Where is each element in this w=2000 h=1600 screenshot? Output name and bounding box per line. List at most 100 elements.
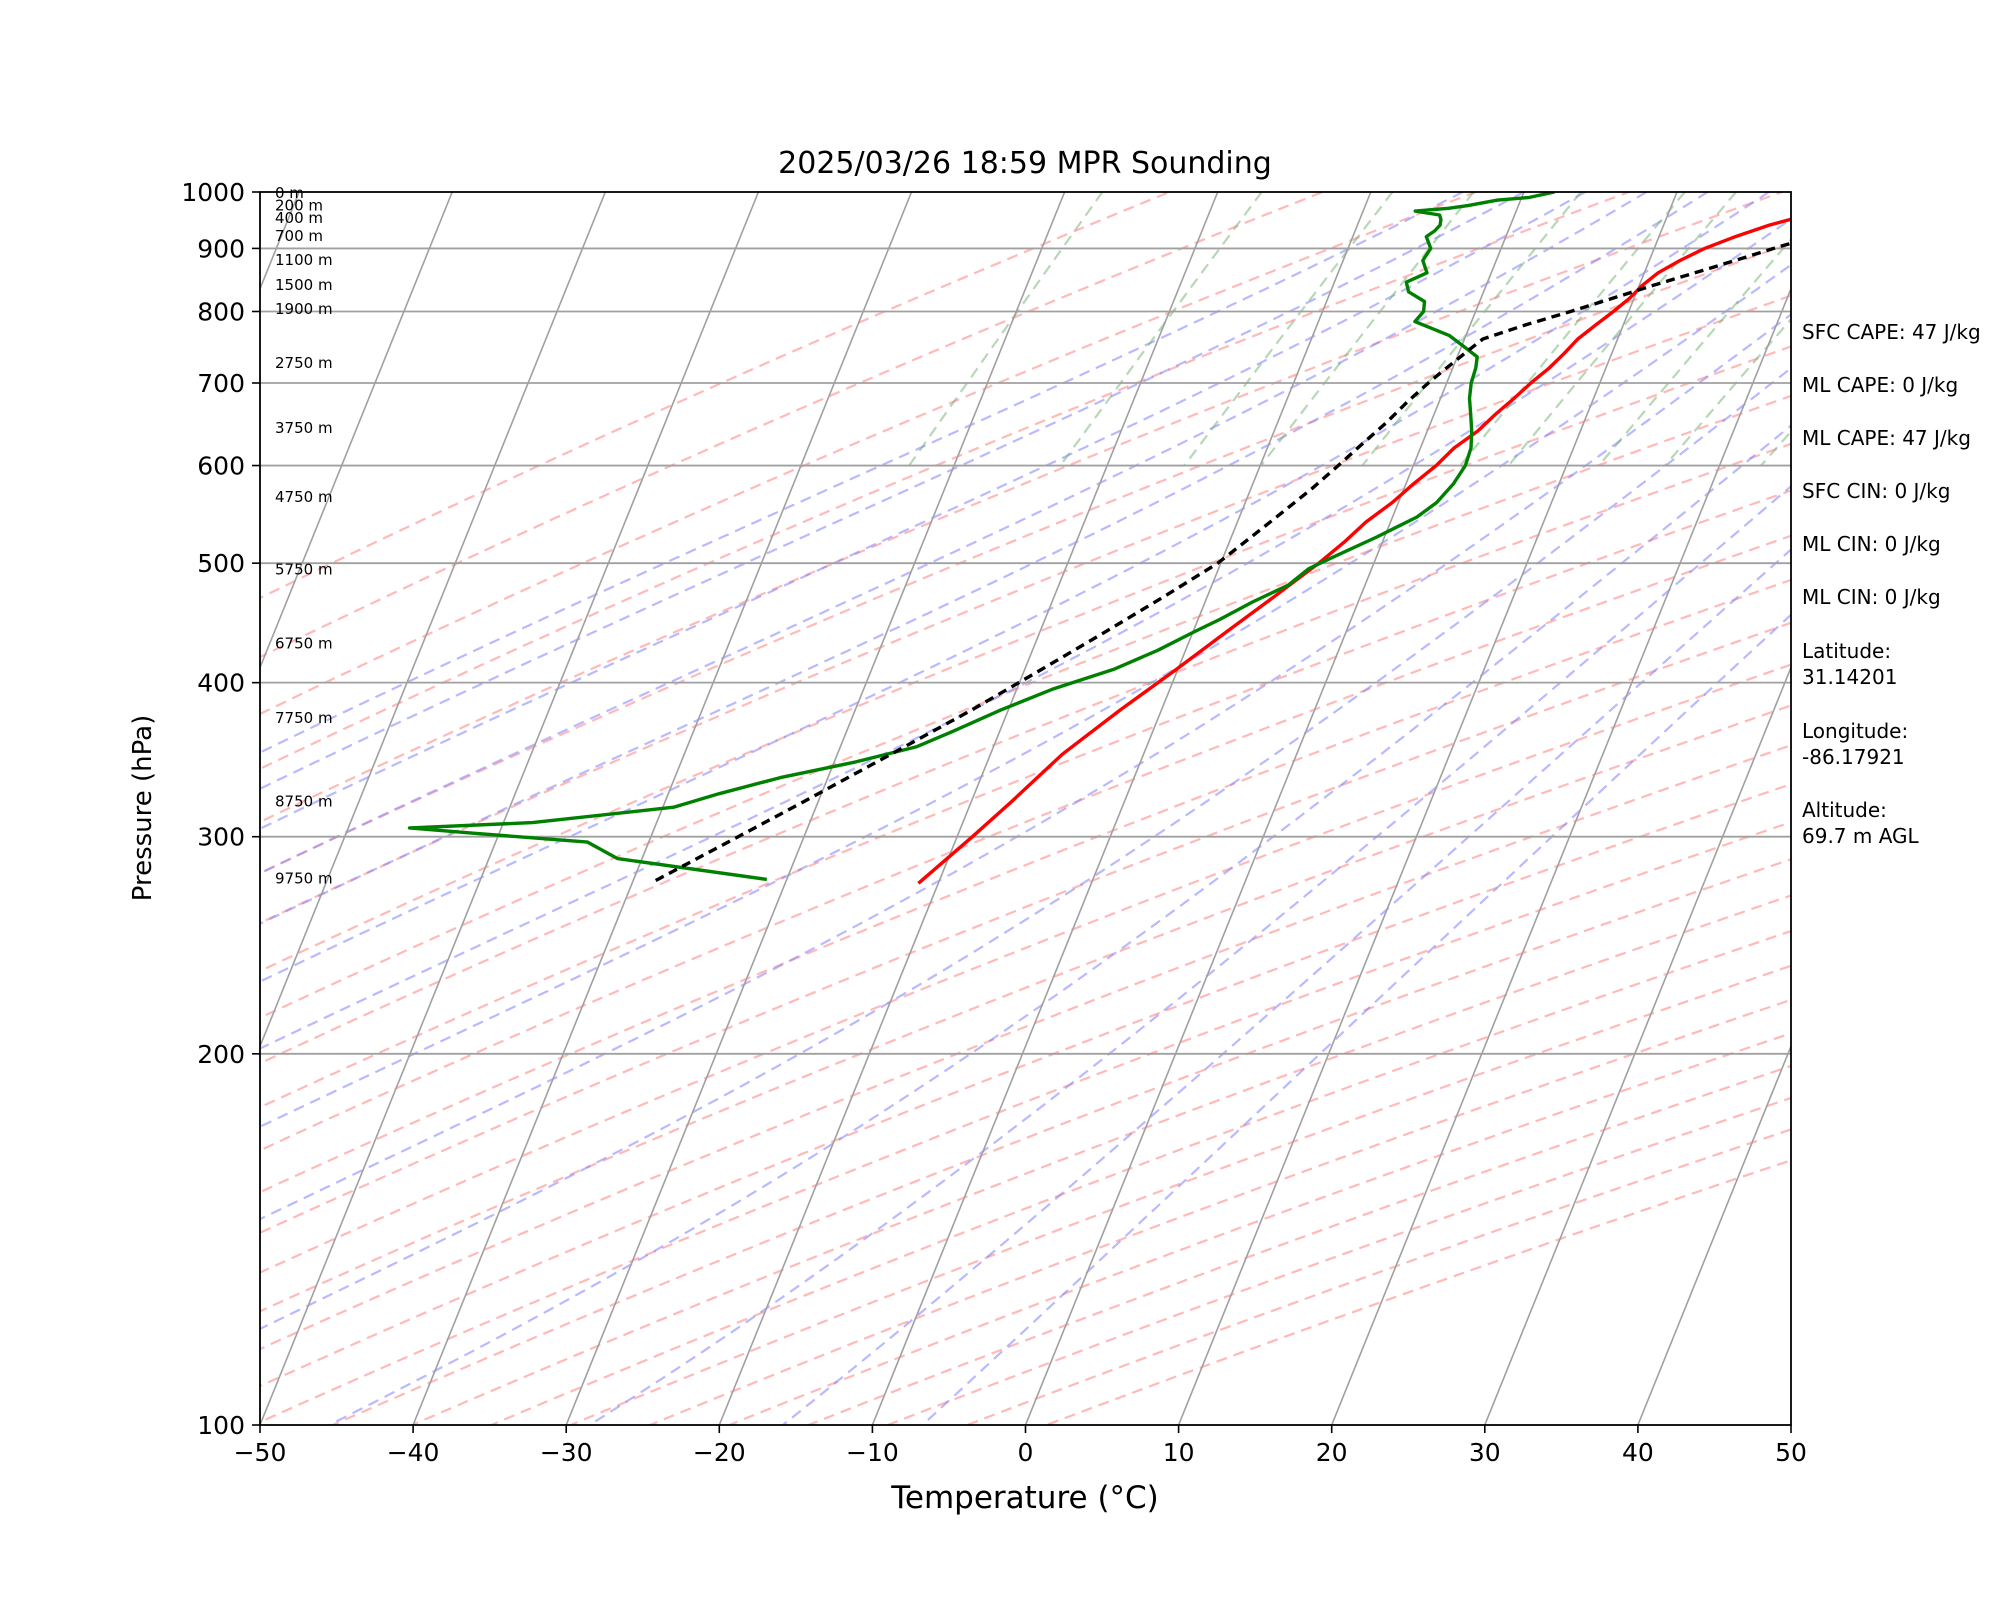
x-axis-ticks: −50 −40 −30 −20 −10 0 10 20 30 40 50: [234, 1425, 1807, 1467]
isotherm: [1484, 665, 1791, 1425]
x-tick-label: 50: [1775, 1438, 1807, 1467]
dry-adiabat: [260, 782, 1791, 1388]
height-label: 2750 m: [275, 354, 333, 372]
x-tick-label: 10: [1163, 1438, 1195, 1467]
y-tick-label: 100: [197, 1411, 245, 1440]
height-label: 5750 m: [275, 561, 333, 579]
isotherm: [718, 192, 1219, 1425]
isotherm: [1024, 192, 1525, 1425]
isotherm: [565, 192, 1066, 1425]
moist-adiabat: [260, 192, 1709, 925]
moist-adiabat: [260, 192, 1770, 983]
height-label: 4750 m: [275, 488, 333, 506]
dry-adiabat: [330, 858, 1791, 1425]
height-label: 200 m: [275, 196, 323, 214]
x-tick-label: −30: [540, 1438, 593, 1467]
sounding-info-line: Longitude:: [1802, 719, 1909, 743]
x-tick-label: −10: [846, 1438, 899, 1467]
y-tick-label: 800: [197, 297, 245, 326]
dry-adiabat: [409, 894, 1791, 1425]
chart-title: 2025/03/26 18:59 MPR Sounding: [778, 146, 1272, 181]
y-tick-label: 300: [197, 823, 245, 852]
height-label: 6750 m: [275, 635, 333, 653]
dewpoint-profile: [407, 192, 1555, 882]
isotherm: [260, 192, 760, 1425]
dry-adiabat: [567, 964, 1791, 1425]
sounding-info-line: -86.17921: [1802, 745, 1905, 769]
height-label: 0 m: [275, 184, 304, 202]
dry-adiabat: [260, 294, 1791, 925]
sounding-profiles: [407, 192, 1791, 885]
y-tick-label: 200: [197, 1040, 245, 1069]
height-label: 1100 m: [275, 251, 333, 269]
dry-adiabat: [260, 442, 1791, 1065]
y-tick-label: 1000: [181, 178, 245, 207]
isotherm: [1637, 1044, 1791, 1425]
height-label: 3750 m: [275, 419, 333, 437]
x-tick-label: 40: [1622, 1438, 1654, 1467]
height-label: 1900 m: [275, 300, 333, 318]
height-label: 7750 m: [275, 709, 333, 727]
sounding-info-line: ML CIN: 0 J/kg: [1802, 585, 1941, 609]
height-label: 400 m: [275, 209, 323, 227]
isotherm: [1330, 286, 1791, 1425]
y-tick-label: 500: [197, 549, 245, 578]
x-tick-label: −50: [234, 1438, 287, 1467]
y-tick-label: 400: [197, 669, 245, 698]
x-axis-label: Temperature (°C): [890, 1480, 1159, 1516]
moist-adiabat: [589, 484, 1791, 1425]
dry-adiabat: [884, 1096, 1791, 1425]
dry-adiabat: [647, 998, 1791, 1425]
sounding-info-line: Altitude:: [1802, 798, 1887, 822]
moist-adiabat: [260, 263, 1791, 1128]
moist-adiabat: [782, 548, 1791, 1425]
temperature-profile: [917, 217, 1791, 885]
y-axis-label: Pressure (hPa): [128, 715, 158, 902]
moist-adiabat: [260, 192, 1647, 875]
dry-adiabat: [260, 578, 1791, 1194]
parcel-profile: [649, 241, 1791, 885]
dry-adiabat: [805, 1064, 1791, 1425]
sounding-info-line: SFC CAPE: 47 J/kg: [1802, 320, 1981, 344]
y-tick-label: 700: [197, 369, 245, 398]
dry-adiabat: [260, 489, 1791, 1109]
moist-adiabat: [328, 424, 1791, 1425]
moist-adiabat: [260, 192, 1525, 790]
y-axis-ticks: 100 200 300 400 500 600 700 800 900 1000: [181, 178, 260, 1440]
x-tick-label: 30: [1469, 1438, 1501, 1467]
moist-adiabat: [260, 192, 1586, 830]
x-tick-label: 0: [1018, 1438, 1034, 1467]
sounding-info-line: ML CAPE: 47 J/kg: [1802, 426, 1971, 450]
moist-adiabat: [260, 192, 1464, 754]
moist-adiabat: [260, 217, 1791, 1050]
isotherm: [0, 192, 146, 1425]
sounding-info-line: Latitude:: [1802, 639, 1892, 663]
dry-adiabat: [260, 663, 1791, 1274]
sounding-info-line: ML CAPE: 0 J/kg: [1802, 373, 1959, 397]
background-lines: [0, 192, 1791, 1425]
x-tick-label: 20: [1316, 1438, 1348, 1467]
height-label: 1500 m: [275, 276, 333, 294]
x-tick-label: −20: [693, 1438, 746, 1467]
sounding-info-line: ML CIN: 0 J/kg: [1802, 532, 1941, 556]
isotherm: [871, 192, 1372, 1425]
dry-adiabat: [260, 345, 1791, 973]
isotherm: [1177, 192, 1678, 1425]
y-tick-label: 600: [197, 452, 245, 481]
sounding-info-line: SFC CIN: 0 J/kg: [1802, 479, 1951, 503]
dry-adiabat: [260, 192, 1173, 600]
height-label: 700 m: [275, 227, 323, 245]
moist-adiabat: [921, 613, 1791, 1425]
dry-adiabat: [260, 192, 1326, 659]
isotherm: [260, 192, 453, 670]
dry-adiabat: [260, 192, 1479, 716]
moist-adiabat: [260, 313, 1791, 1221]
x-tick-label: −40: [387, 1438, 440, 1467]
isotherm: [260, 192, 607, 1049]
plot-area: [260, 192, 1791, 1425]
y-tick-label: 900: [197, 234, 245, 263]
sounding-info-line: 31.14201: [1802, 665, 1898, 689]
height-label: 9750 m: [275, 869, 333, 887]
